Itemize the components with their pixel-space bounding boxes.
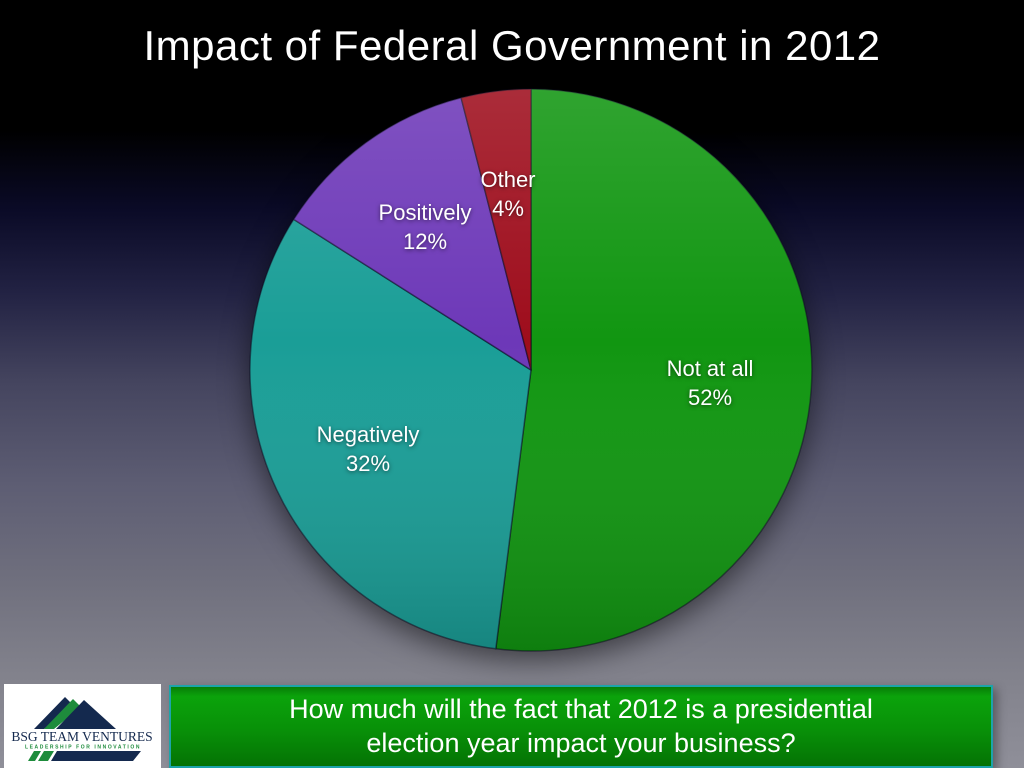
pie-label-positively: Positively 12% [379, 200, 472, 254]
pie-labels: Not at all 52% Negatively 32% Positively 12%O… [317, 167, 754, 476]
question-banner-line2: election year impact your business? [366, 728, 796, 758]
logo-graphic: BSG TEAM VENTURES LEADERSHIP FOR INNOVAT… [11, 697, 153, 761]
logo-mountain-stripe-green [44, 699, 81, 729]
logo-bar-green-stripe-1 [28, 751, 41, 761]
logo-tagline: LEADERSHIP FOR INNOVATION [25, 745, 141, 751]
slide-title: Impact of Federal Government in 2012 [143, 22, 881, 69]
pie-label-other: Other 4% [480, 167, 535, 221]
logo-bar-green-stripe-2 [38, 751, 54, 761]
logo-mountain-peak-navy [56, 700, 116, 729]
question-banner-line1: How much will the fact that 2012 is a pr… [289, 694, 873, 724]
logo-company-name: BSG TEAM VENTURES [11, 729, 152, 744]
pie-label-not-at-all: Not at all 52% [667, 356, 754, 410]
logo-bar-navy [51, 751, 141, 761]
pie-gloss-overlay [250, 89, 812, 651]
question-banner: How much will the fact that 2012 is a pr… [169, 685, 993, 768]
company-logo: BSG TEAM VENTURES LEADERSHIP FOR INNOVAT… [4, 684, 161, 768]
pie-label-negatively: Negatively 32% [317, 422, 420, 476]
logo-mountain-stripe-navy-left [34, 697, 73, 729]
